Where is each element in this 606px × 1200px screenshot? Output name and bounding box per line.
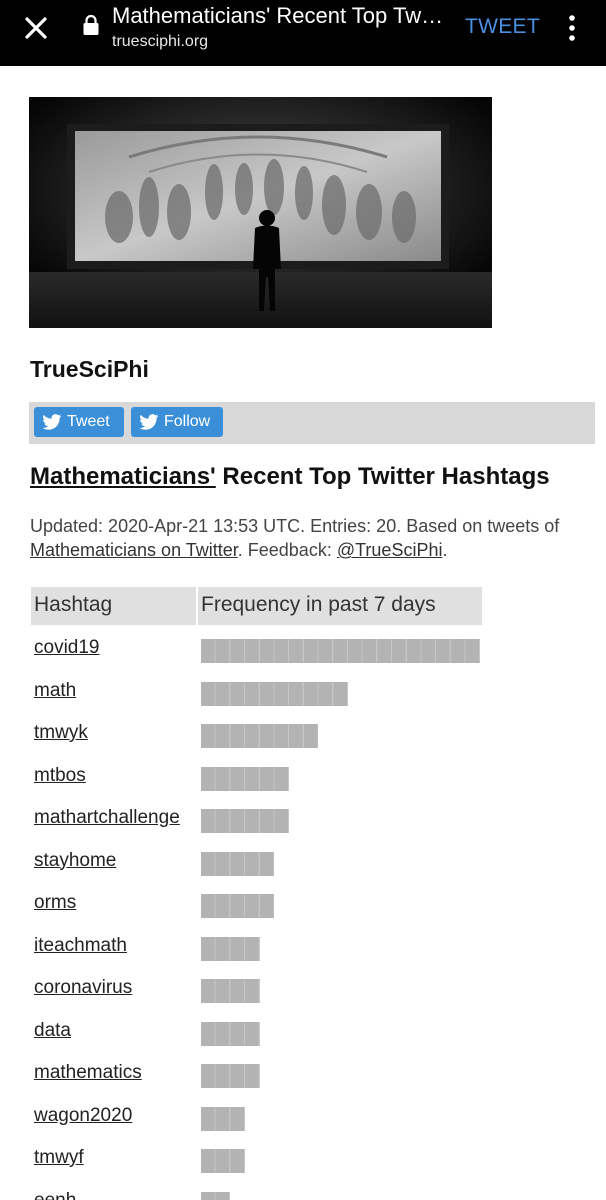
frequency-bar <box>201 936 260 961</box>
close-icon[interactable] <box>20 12 52 44</box>
hashtag-link[interactable]: math <box>34 679 77 701</box>
hashtag-link[interactable]: tmwyk <box>34 722 88 743</box>
heading-rest: Recent Top Twitter Hashtags <box>215 463 550 490</box>
updated-text: Updated: 2020-Apr-21 13:53 UTC. Entries:… <box>30 516 560 536</box>
hashtag-link[interactable]: tmwyf <box>34 1147 84 1168</box>
hashtag-link[interactable]: coronavirus <box>34 977 133 998</box>
hashtag-link[interactable]: eenh <box>34 1189 77 1200</box>
browser-toolbar: Mathematicians' Recent Top Twitter Hasht… <box>0 0 606 66</box>
feedback-text: . Feedback: <box>237 540 337 560</box>
mathematicians-link[interactable]: Mathematicians' <box>30 463 216 490</box>
table-row: coronavirus <box>0 977 606 1019</box>
frequency-bar <box>201 766 289 791</box>
hashtag-link[interactable]: orms <box>34 892 77 913</box>
table-row: iteachmath <box>0 935 606 977</box>
hashtag-link[interactable]: data <box>34 1019 71 1041</box>
more-vert-icon[interactable] <box>562 14 582 42</box>
table-row: math <box>0 680 606 722</box>
frequency-bar <box>201 1191 230 1200</box>
hashtag-link[interactable]: mathematics <box>34 1062 142 1083</box>
site-name: TrueSciPhi <box>30 356 149 382</box>
hashtag-link[interactable]: covid19 <box>34 637 100 658</box>
share-bar: Tweet Follow <box>29 402 595 444</box>
table-row: tmwyf <box>0 1147 606 1189</box>
column-header-frequency: Frequency in past 7 days <box>198 587 482 625</box>
frequency-bar <box>201 809 289 833</box>
article-heading: Mathematicians' Recent Top Twitter Hasht… <box>30 463 550 491</box>
hero-image <box>29 97 492 328</box>
hashtag-link[interactable]: iteachmath <box>34 934 127 956</box>
lock-icon <box>83 14 99 35</box>
table-row: covid19 <box>0 637 606 679</box>
follow-button[interactable]: Follow <box>131 407 223 437</box>
hashtag-link[interactable]: wagon2020 <box>34 1104 133 1126</box>
frequency-bar <box>201 681 348 706</box>
hashtag-link[interactable]: stayhome <box>34 849 117 871</box>
frequency-bar <box>201 979 260 1003</box>
tweet-button[interactable]: Tweet <box>34 407 124 437</box>
feedback-link[interactable]: @TrueSciPhi <box>336 540 443 560</box>
page-url: truesciphi.org <box>112 33 209 50</box>
tweet-button-label: Tweet <box>67 413 110 430</box>
frequency-bar <box>201 851 274 876</box>
hashtag-link[interactable]: mathartchallenge <box>34 807 180 828</box>
frequency-bar <box>201 639 480 663</box>
hashtag-link[interactable]: mtbos <box>34 764 86 786</box>
update-info: Updated: 2020-Apr-21 13:53 UTC. Entries:… <box>30 514 596 562</box>
tweet-action-button[interactable]: TWEET <box>465 15 540 38</box>
source-link[interactable]: Mathematicians on Twitter <box>30 540 238 560</box>
twitter-bird-icon <box>42 414 62 430</box>
frequency-bar <box>201 894 274 918</box>
frequency-bar <box>201 1149 245 1173</box>
twitter-bird-icon <box>139 414 159 430</box>
meta-suffix: . <box>442 540 448 560</box>
column-header-hashtag: Hashtag <box>31 587 196 625</box>
page-title: Mathematicians' Recent Top Twitter Hasht… <box>112 3 444 28</box>
table-row: tmwyk <box>0 722 606 764</box>
frequency-bar <box>201 1106 245 1131</box>
table-row: mathematics <box>0 1062 606 1104</box>
table-row: mathartchallenge <box>0 807 606 849</box>
table-row: stayhome <box>0 850 606 892</box>
table-row: data <box>0 1020 606 1062</box>
follow-button-label: Follow <box>164 413 211 430</box>
frequency-bar <box>201 1064 260 1088</box>
table-row: eenh <box>0 1190 606 1200</box>
frequency-bar <box>201 1021 260 1046</box>
frequency-bar <box>201 724 318 748</box>
table-row: wagon2020 <box>0 1105 606 1147</box>
table-row: mtbos <box>0 765 606 807</box>
table-row: orms <box>0 892 606 934</box>
